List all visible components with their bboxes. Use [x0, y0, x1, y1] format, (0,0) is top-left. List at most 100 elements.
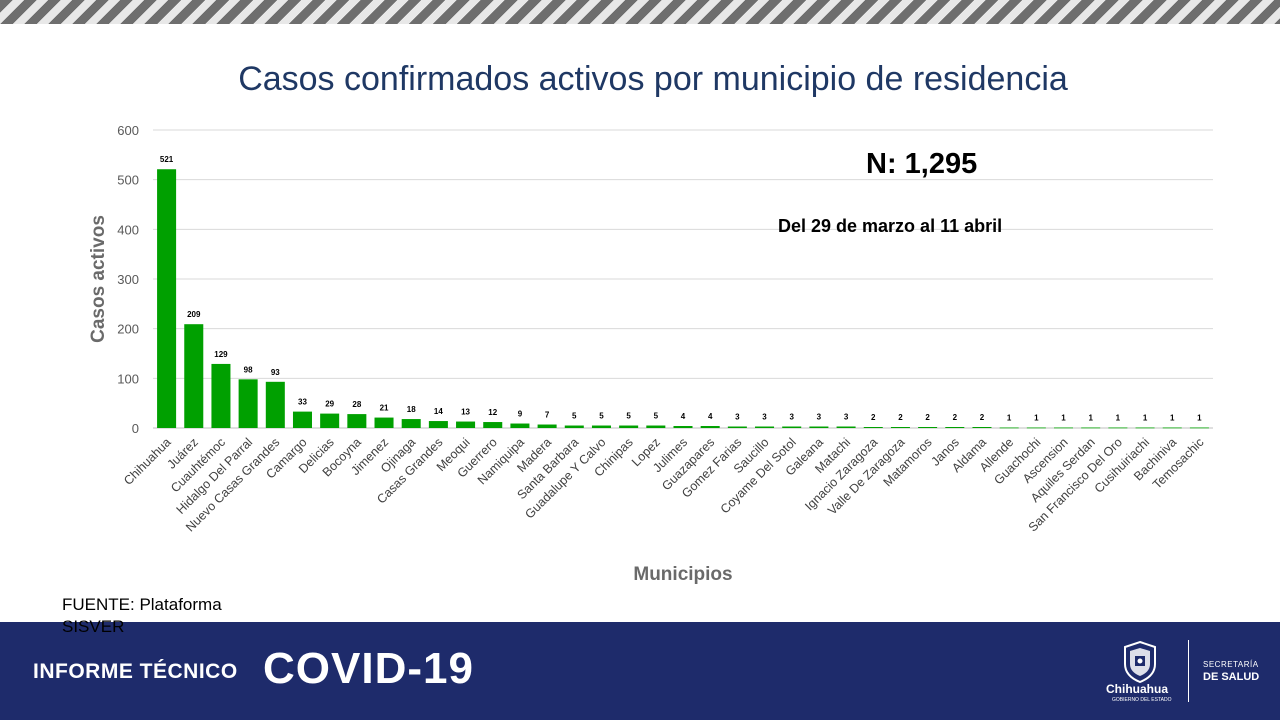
- y-tick-label: 0: [132, 421, 139, 436]
- bar: [836, 426, 856, 428]
- y-axis-title: Casos activos: [88, 215, 109, 343]
- footer-covid-label: COVID-19: [263, 644, 474, 693]
- bar: [619, 425, 639, 428]
- data-label: 12: [488, 408, 497, 417]
- footer-secretaria-label: SECRETARÍA: [1203, 660, 1259, 669]
- data-label: 5: [654, 412, 659, 421]
- bar: [591, 425, 611, 428]
- data-label: 3: [735, 413, 740, 422]
- bar: [782, 426, 802, 428]
- bar: [265, 381, 285, 428]
- footer-salud-label: DE SALUD: [1203, 671, 1260, 683]
- y-tick-label: 200: [117, 322, 139, 337]
- y-tick-label: 400: [117, 222, 139, 237]
- bar: [238, 379, 258, 428]
- data-label: 1: [1034, 414, 1039, 423]
- bar: [537, 424, 557, 428]
- data-label: 5: [599, 412, 604, 421]
- bar: [374, 417, 394, 428]
- bar: [1189, 427, 1209, 429]
- data-label: 1: [1116, 414, 1121, 423]
- bar: [673, 426, 693, 428]
- decorative-stripe-bar: [0, 0, 1280, 24]
- bar: [999, 427, 1019, 429]
- data-label: 2: [980, 413, 985, 422]
- data-label: 1: [1061, 414, 1066, 423]
- data-label: 13: [461, 408, 470, 417]
- data-label: 209: [187, 310, 201, 319]
- y-tick-label: 600: [117, 123, 139, 138]
- bar: [1081, 427, 1101, 429]
- bar: [401, 419, 421, 428]
- data-label: 28: [352, 400, 361, 409]
- total-cases-label: N: 1,295: [866, 148, 978, 180]
- data-label: 29: [325, 400, 334, 409]
- data-label: 9: [518, 410, 523, 419]
- bar: [972, 427, 992, 428]
- data-label: 1: [1007, 414, 1012, 423]
- data-label: 3: [844, 413, 849, 422]
- source-note: FUENTE: Plataforma SISVER: [62, 595, 222, 636]
- bar: [292, 411, 312, 428]
- state-seal-icon: [1124, 640, 1156, 684]
- bar: [1108, 427, 1128, 429]
- data-label: 33: [298, 398, 307, 407]
- footer-state-name: Chihuahua: [1106, 682, 1168, 696]
- bar: [809, 426, 829, 428]
- data-label: 93: [271, 368, 280, 377]
- bar: [646, 425, 666, 428]
- bar: [1135, 427, 1155, 429]
- bar: [510, 423, 530, 428]
- footer-banner: INFORME TÉCNICO COVID-19 Chihuahua GOBIE…: [0, 622, 1280, 720]
- data-label: 5: [626, 412, 631, 421]
- bar: [483, 422, 503, 428]
- data-label: 18: [407, 405, 416, 414]
- bar: [184, 324, 204, 428]
- data-label: 3: [762, 413, 767, 422]
- bar: [863, 427, 883, 428]
- bar: [1026, 427, 1046, 429]
- data-label: 2: [898, 413, 903, 422]
- data-label: 1: [1197, 414, 1202, 423]
- bar: [918, 427, 938, 428]
- data-label: 2: [925, 413, 930, 422]
- bar: [320, 413, 340, 428]
- data-label: 1: [1088, 414, 1093, 423]
- data-label: 129: [214, 350, 228, 359]
- bar: [456, 421, 476, 428]
- footer-divider: [1188, 640, 1189, 702]
- data-label: 14: [434, 407, 443, 416]
- data-label: 1: [1143, 414, 1148, 423]
- bar: [211, 363, 231, 428]
- bar: [347, 414, 367, 428]
- data-label: 2: [871, 413, 876, 422]
- footer-report-label: INFORME TÉCNICO: [33, 660, 238, 683]
- x-axis-title: Municipios: [633, 564, 732, 585]
- date-range-label: Del 29 de marzo al 11 abril: [778, 216, 1003, 236]
- data-label: 7: [545, 411, 550, 420]
- data-label: 4: [708, 412, 713, 421]
- data-label: 4: [681, 412, 686, 421]
- bar: [428, 421, 448, 428]
- data-label: 5: [572, 412, 577, 421]
- data-label: 3: [789, 413, 794, 422]
- data-label: 521: [160, 155, 174, 164]
- data-label: 3: [817, 413, 822, 422]
- bar: [1054, 427, 1074, 429]
- bar: [157, 169, 177, 428]
- data-label: 98: [244, 365, 253, 374]
- bar: [1162, 427, 1182, 429]
- bar: [727, 426, 747, 428]
- bar: [755, 426, 775, 428]
- chart-title: Casos confirmados activos por municipio …: [238, 60, 1068, 98]
- y-tick-label: 100: [117, 371, 139, 386]
- data-label: 21: [380, 404, 389, 413]
- bar: [890, 427, 910, 428]
- y-tick-label: 300: [117, 272, 139, 287]
- data-label: 2: [953, 413, 958, 422]
- bar: [945, 427, 965, 428]
- footer-government-label: GOBIERNO DEL ESTADO: [1112, 697, 1172, 703]
- bar: [700, 426, 720, 428]
- data-label: 1: [1170, 414, 1175, 423]
